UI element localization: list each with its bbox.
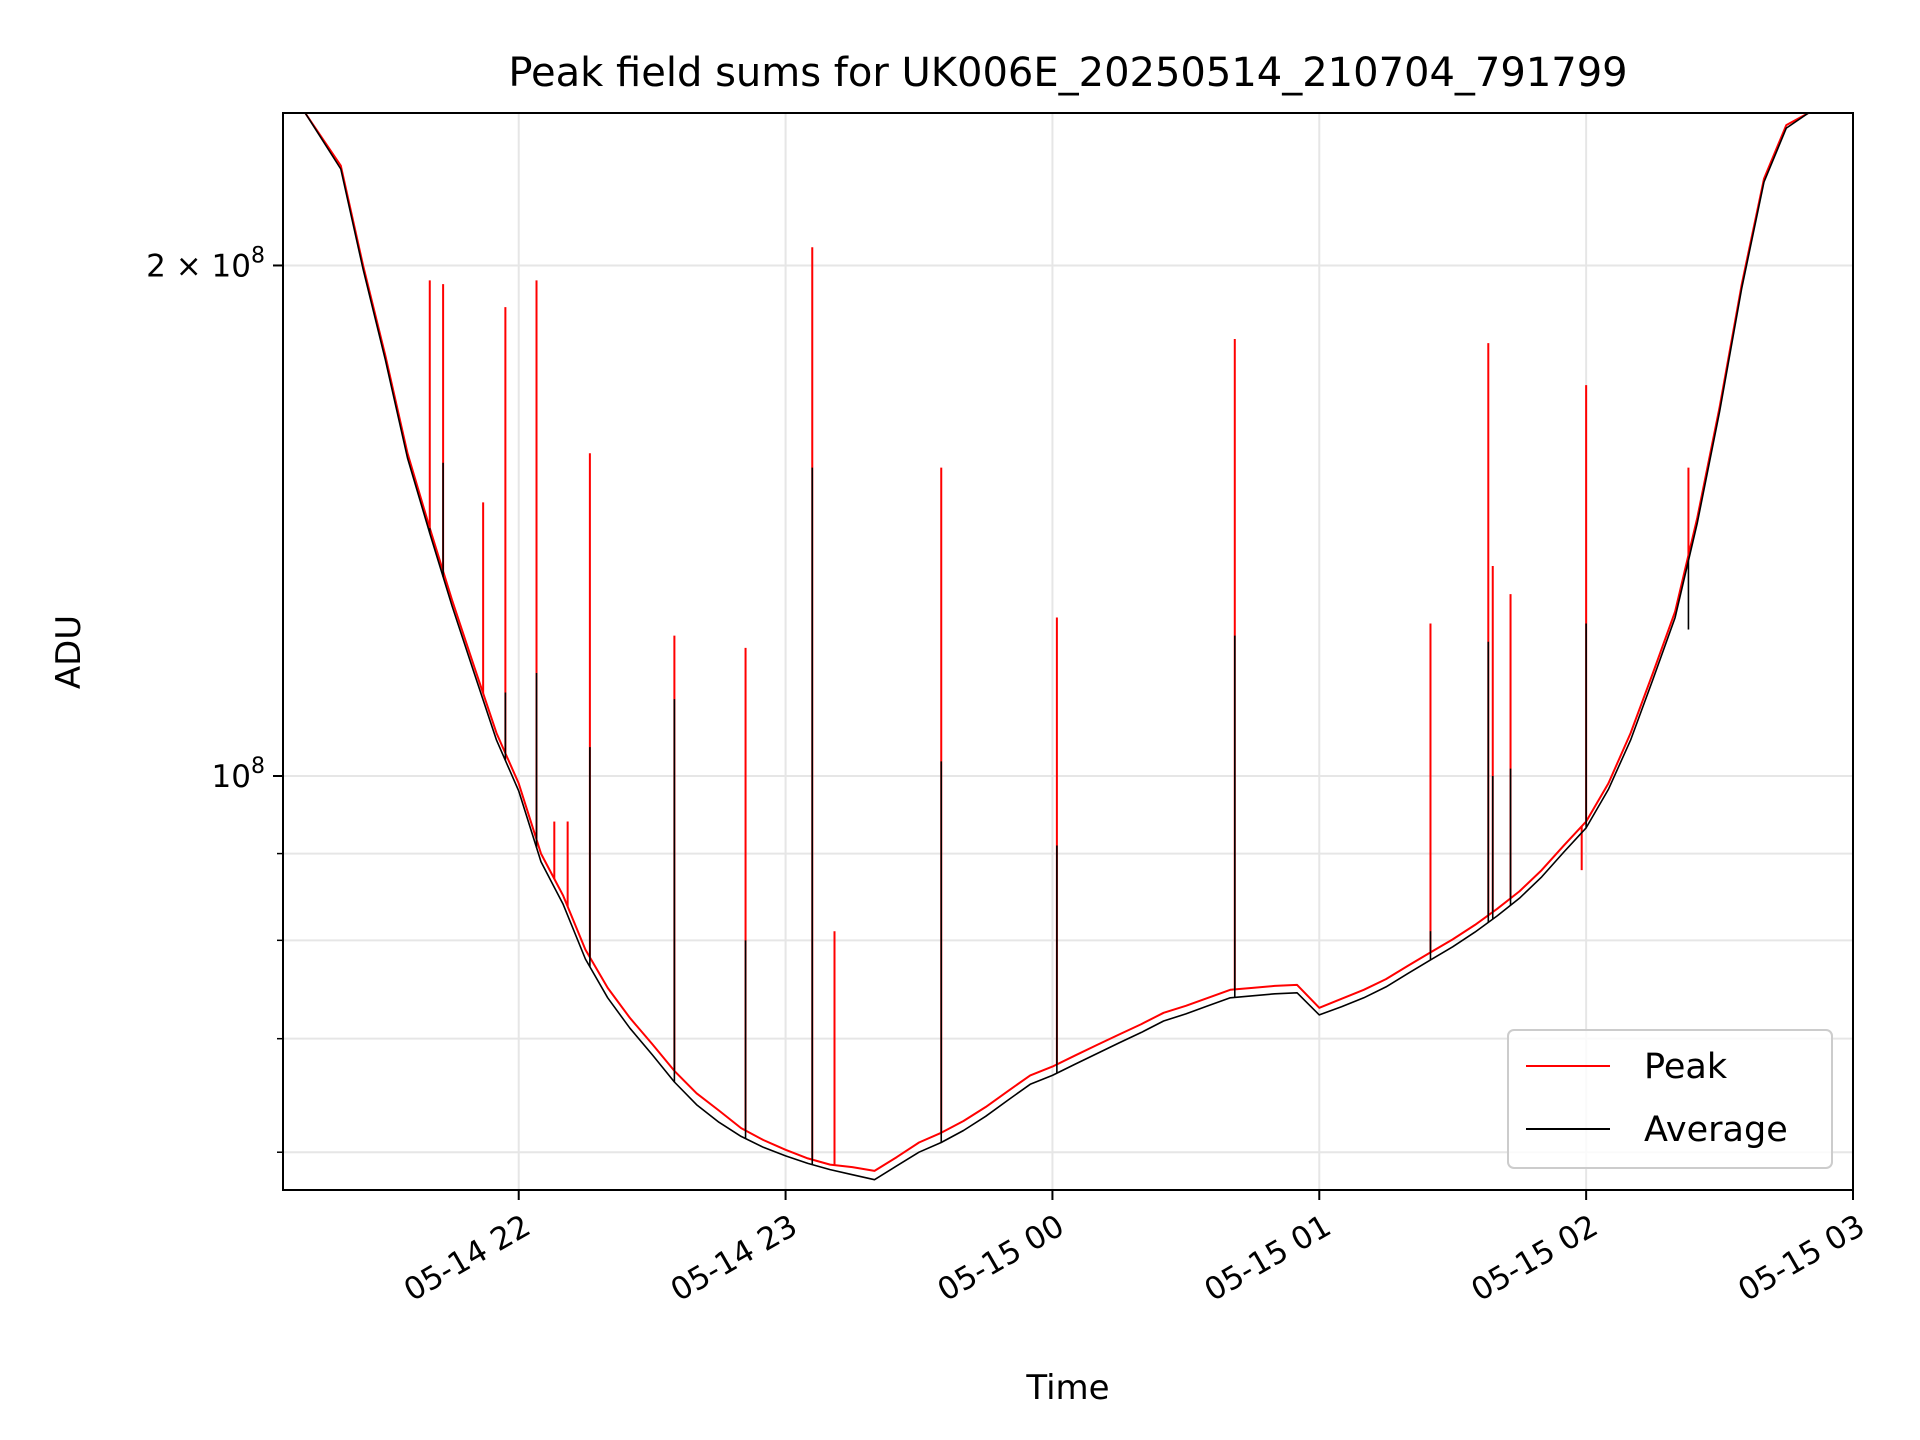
chart-title: Peak field sums for UK006E_20250514_2107… xyxy=(508,50,1627,96)
y-tick-label: 108 xyxy=(212,754,265,795)
legend-label-average: Average xyxy=(1644,1110,1788,1150)
y-axis-ticks: 108 2 × 108 xyxy=(146,243,283,1153)
x-axis-label: Time xyxy=(1025,1368,1109,1408)
series-average xyxy=(304,113,1809,1181)
y-axis-label: ADU xyxy=(49,615,89,689)
plot-frame xyxy=(282,112,1854,1191)
series-line-average xyxy=(304,113,1809,1181)
legend-label-peak: Peak xyxy=(1644,1047,1728,1087)
legend-box xyxy=(1507,1029,1833,1169)
legend: Peak Average xyxy=(1507,1029,1833,1169)
y-tick-label: 2 × 108 xyxy=(146,243,265,284)
series-layer xyxy=(304,113,1809,1181)
